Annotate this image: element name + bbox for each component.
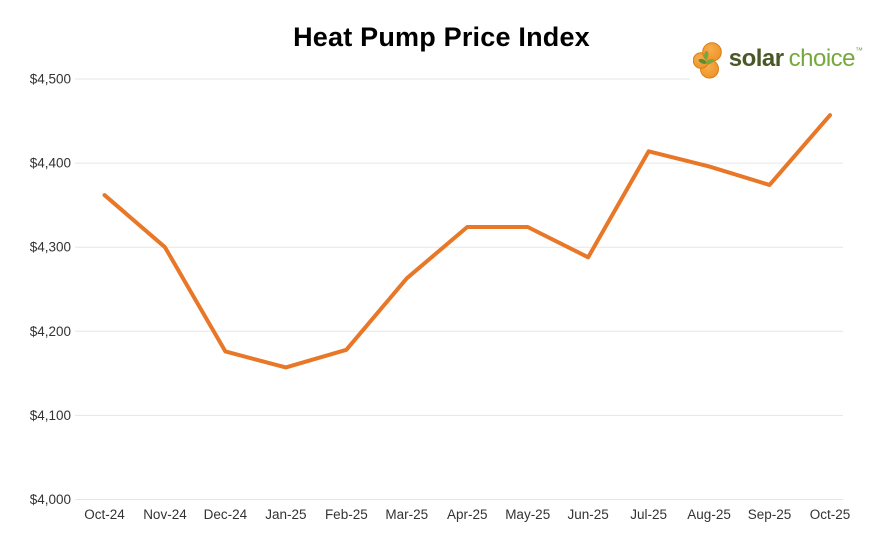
x-axis-tick-label: Jun-25 — [568, 507, 609, 522]
y-axis-tick-label: $4,000 — [30, 492, 71, 507]
y-axis-tick-label: $4,100 — [30, 408, 71, 423]
y-axis-tick-label: $4,400 — [30, 156, 71, 171]
x-axis-tick-label: May-25 — [505, 507, 550, 522]
x-axis-tick-label: Oct-25 — [810, 507, 851, 522]
y-axis-tick-label: $4,200 — [30, 324, 71, 339]
logo-text-solar: solar — [728, 45, 784, 72]
x-axis-tick-label: Apr-25 — [447, 507, 488, 522]
x-axis-tick-label: Feb-25 — [325, 507, 368, 522]
x-axis-tick-label: Dec-24 — [204, 507, 248, 522]
logo-text-choice: choice — [788, 45, 856, 72]
x-axis-tick-label: Jan-25 — [265, 507, 306, 522]
logo-leaf-sprout — [698, 50, 714, 65]
chart-title: Heat Pump Price Index — [293, 22, 590, 52]
x-axis-tick-label: Oct-24 — [84, 507, 125, 522]
logo-trademark-mark: ™ — [855, 46, 863, 55]
x-axis-tick-label: Aug-25 — [687, 507, 731, 522]
x-axis-tick-label: Jul-25 — [630, 507, 667, 522]
price-index-line — [102, 113, 832, 370]
y-axis-tick-label: $4,500 — [30, 72, 71, 87]
x-axis-tick-label: Mar-25 — [385, 507, 428, 522]
solarchoice-logo: solar choice™ — [689, 42, 863, 80]
solarchoice-logo-icon — [692, 42, 722, 79]
logo-wordmark: solar choice™ — [729, 47, 863, 75]
x-axis-tick-label: Nov-24 — [143, 507, 187, 522]
x-axis-tick-label: Sep-25 — [748, 507, 792, 522]
y-axis-tick-label: $4,300 — [30, 240, 71, 255]
